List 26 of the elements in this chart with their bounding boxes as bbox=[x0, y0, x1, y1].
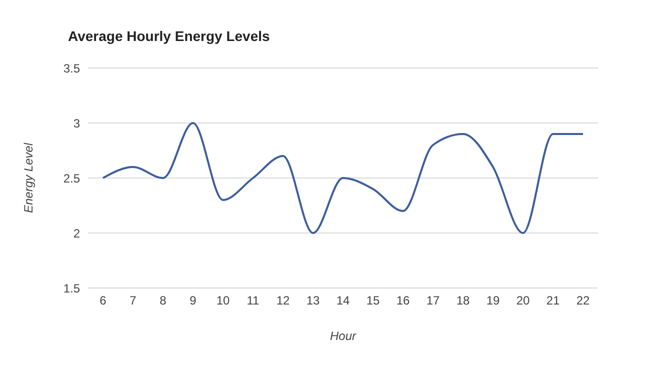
x-tick-label: 21 bbox=[546, 294, 560, 308]
line-series bbox=[102, 122, 584, 234]
x-tick-label: 17 bbox=[426, 294, 440, 308]
x-tick-label: 10 bbox=[216, 294, 230, 308]
x-tick-label: 15 bbox=[366, 294, 380, 308]
x-tick-label: 9 bbox=[190, 294, 197, 308]
x-tick-label: 18 bbox=[456, 294, 470, 308]
x-tick-label: 8 bbox=[160, 294, 167, 308]
y-tick-label: 2.5 bbox=[63, 171, 80, 186]
x-tick-label: 19 bbox=[486, 294, 500, 308]
x-tick-label: 13 bbox=[306, 294, 320, 308]
x-tick-label: 16 bbox=[396, 294, 410, 308]
x-tick-label: 11 bbox=[246, 294, 260, 308]
y-axis-title: Energy Level bbox=[21, 142, 36, 214]
y-tick-label: 3 bbox=[73, 116, 80, 130]
x-axis-title: Hour bbox=[330, 329, 358, 343]
x-tick-label: 22 bbox=[576, 294, 590, 308]
x-tick-label: 6 bbox=[100, 294, 107, 308]
chart-title: Average Hourly Energy Levels bbox=[68, 28, 270, 44]
y-tick-label: 3.5 bbox=[63, 61, 80, 76]
x-tick-label: 7 bbox=[130, 294, 137, 308]
x-tick-label: 12 bbox=[276, 294, 290, 308]
x-tick-label: 14 bbox=[336, 294, 350, 308]
y-tick-label: 2 bbox=[73, 226, 80, 240]
y-tick-label: 1.5 bbox=[63, 281, 80, 296]
x-tick-label: 20 bbox=[516, 294, 530, 308]
